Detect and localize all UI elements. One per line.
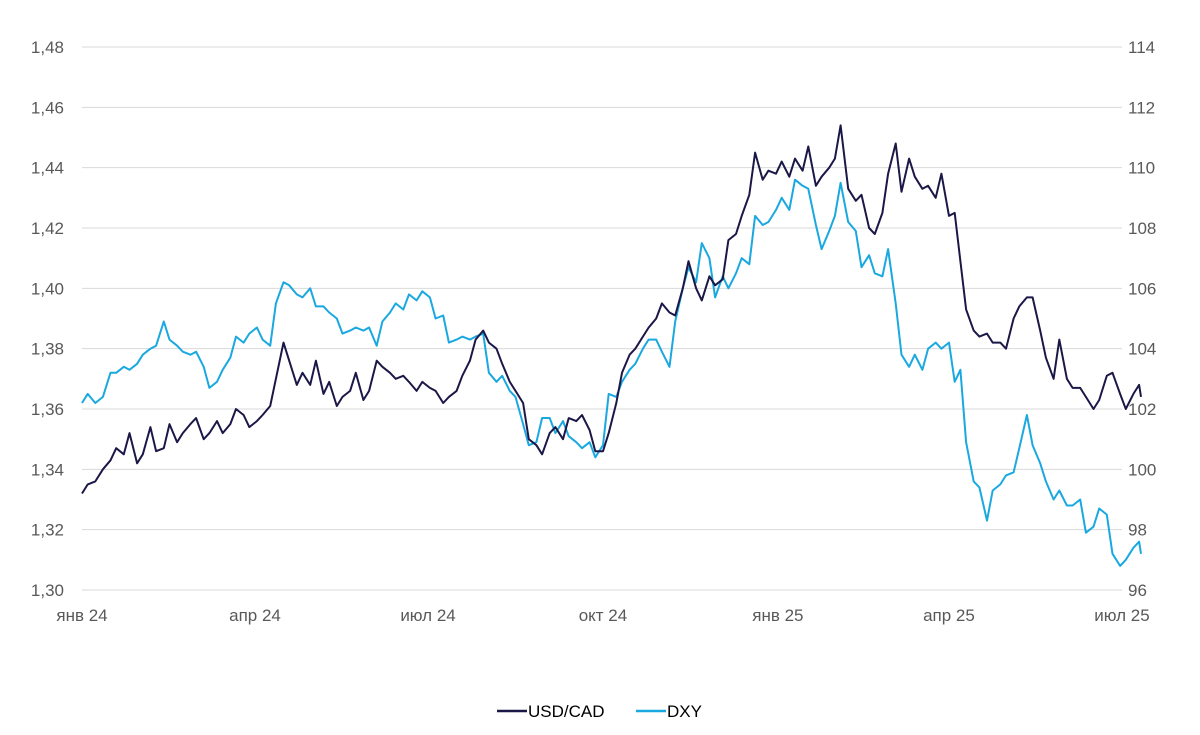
x-tick-label: окт 24 xyxy=(579,606,628,625)
x-axis: янв 24 апр 24 июл 24 окт 24 янв 25 апр 25 июл … xyxy=(56,606,1149,625)
y-left-tick-label: 1,34 xyxy=(31,460,64,479)
y-left-tick-label: 1,46 xyxy=(31,98,64,117)
y-left-tick-label: 1,44 xyxy=(31,159,64,178)
y-right-tick-label: 112 xyxy=(1128,98,1155,117)
x-tick-label: янв 25 xyxy=(752,606,803,625)
y-right-tick-label: 100 xyxy=(1128,460,1156,479)
y-right-tick-label: 114 xyxy=(1128,38,1155,57)
y-right-tick-label: 102 xyxy=(1128,400,1156,419)
y-left-tick-label: 1,42 xyxy=(31,219,64,238)
plot-area xyxy=(81,124,1142,567)
y-left-tick-label: 1,32 xyxy=(31,521,64,540)
legend-label-usdcad: USD/CAD xyxy=(528,702,605,721)
y-right-tick-label: 98 xyxy=(1128,521,1147,540)
series-line-dxy xyxy=(81,178,1142,567)
y-right-tick-label: 96 xyxy=(1128,581,1147,600)
y-right-tick-label: 106 xyxy=(1128,279,1156,298)
y-left-tick-label: 1,38 xyxy=(31,340,64,359)
y-axis-right: 96 98 100 102 104 106 108 110 112 114 xyxy=(1128,38,1156,600)
legend-label-dxy: DXY xyxy=(667,702,702,721)
x-tick-label: янв 24 xyxy=(56,606,107,625)
x-tick-label: апр 25 xyxy=(923,606,975,625)
series-line-usdcad xyxy=(81,124,1142,495)
x-tick-label: июл 24 xyxy=(400,606,455,625)
y-left-tick-label: 1,40 xyxy=(31,279,64,298)
x-tick-label: апр 24 xyxy=(229,606,281,625)
y-axis-left: 1,30 1,32 1,34 1,36 1,38 1,40 1,42 1,44 1,46 1,48 xyxy=(31,38,64,600)
gridlines xyxy=(82,46,1122,591)
y-right-tick-label: 104 xyxy=(1128,340,1156,359)
y-left-tick-label: 1,48 xyxy=(31,38,64,57)
y-right-tick-label: 110 xyxy=(1128,159,1155,178)
y-left-tick-label: 1,36 xyxy=(31,400,64,419)
y-right-tick-label: 108 xyxy=(1128,219,1156,238)
x-tick-label: июл 25 xyxy=(1094,606,1149,625)
y-left-tick-label: 1,30 xyxy=(31,581,64,600)
legend: USD/CAD DXY xyxy=(497,702,702,721)
